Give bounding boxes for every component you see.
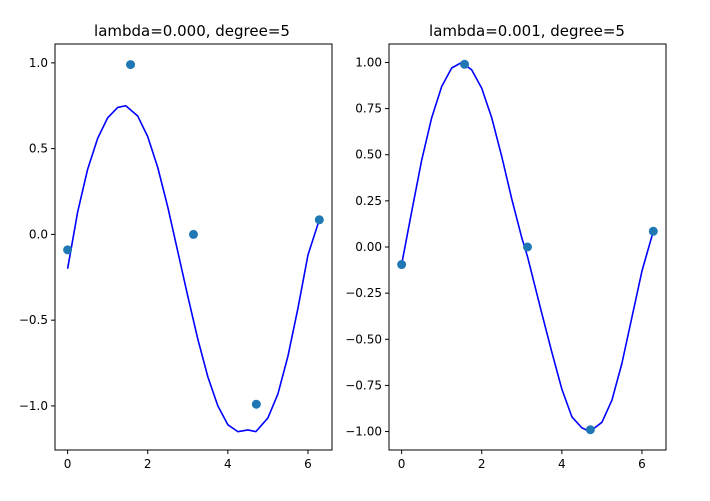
- right-data-point-0: [397, 260, 407, 270]
- left-data-point-1: [126, 60, 136, 70]
- subplot-left: lambda=0.000, degree=5 0 2 4 6 −1.0 −0.5 0.0 0.…: [19, 22, 333, 471]
- right-xtick-label-1: 2: [478, 457, 486, 471]
- right-ytick-label-1: −0.75: [345, 378, 382, 392]
- left-ytick-label-4: 1.0: [29, 56, 48, 70]
- right-data-point-3: [585, 425, 595, 435]
- subplot-right-title: lambda=0.001, degree=5: [429, 22, 625, 40]
- left-xtick-label-0: 0: [64, 457, 72, 471]
- left-ytick-label-2: 0.0: [29, 227, 48, 241]
- left-xtick-label-1: 2: [144, 457, 152, 471]
- left-data-point-0: [63, 245, 73, 255]
- left-axes-frame: [54, 43, 333, 451]
- right-ytick-label-7: 0.75: [355, 102, 382, 116]
- left-ytick-label-0: −1.0: [19, 399, 48, 413]
- right-ytick-label-0: −1.00: [345, 425, 382, 439]
- right-xtick-label-3: 6: [638, 457, 646, 471]
- right-ytick-label-8: 1.00: [355, 55, 382, 69]
- subplot-right-plot-area: 0 2 4 6 −1.00 −0.75 −0.50 −0.25 0.00 0.25 0.50 0.75…: [345, 43, 667, 471]
- left-ytick-label-3: 0.5: [29, 142, 48, 156]
- right-xtick-label-0: 0: [398, 457, 406, 471]
- left-ytick-label-1: −0.5: [19, 313, 48, 327]
- right-data-point-2: [522, 242, 532, 252]
- left-data-point-2: [188, 229, 198, 239]
- right-data-point-4: [648, 226, 658, 236]
- right-ytick-label-4: 0.00: [355, 240, 382, 254]
- right-data-point-1: [460, 59, 470, 69]
- right-ytick-label-3: −0.25: [345, 286, 382, 300]
- left-data-point-3: [251, 399, 261, 409]
- left-fit-curve: [66, 104, 321, 433]
- right-ytick-label-5: 0.25: [355, 194, 382, 208]
- left-xtick-label-3: 6: [304, 457, 312, 471]
- right-xtick-label-2: 4: [558, 457, 566, 471]
- subplot-left-plot-area: 0 2 4 6 −1.0 −0.5 0.0 0.5 1.0: [19, 43, 333, 471]
- right-ytick-label-6: 0.50: [355, 148, 382, 162]
- subplot-left-title: lambda=0.000, degree=5: [94, 22, 290, 40]
- right-ytick-label-2: −0.50: [345, 332, 382, 346]
- left-data-point-4: [314, 215, 324, 225]
- subplot-right: lambda=0.001, degree=5 0 2 4 6 −1.00 −0.75 −0.…: [345, 22, 667, 471]
- left-xtick-label-2: 4: [224, 457, 232, 471]
